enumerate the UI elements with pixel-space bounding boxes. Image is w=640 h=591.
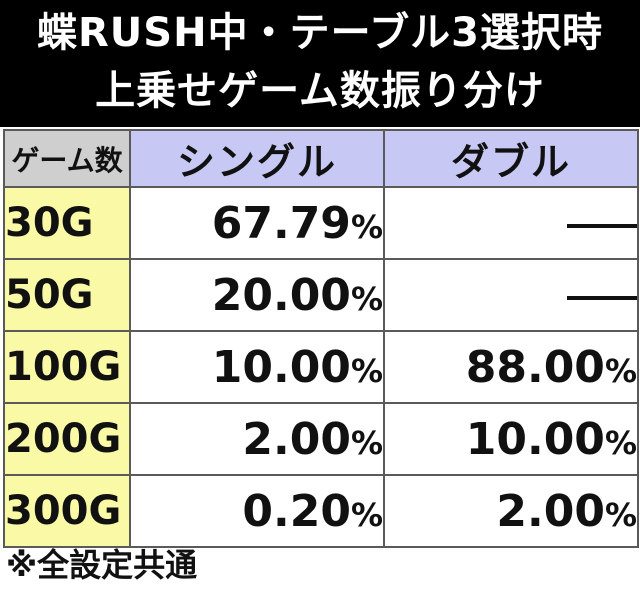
double-value-cell: 10.00%	[383, 402, 639, 476]
single-value-cell: 67.79%	[129, 186, 385, 260]
title-banner: 蝶RUSH中・テーブル3選択時 上乗せゲーム数振り分け	[0, 0, 640, 127]
table-row: 50G 20.00%	[3, 258, 639, 332]
header-single: シングル	[129, 129, 385, 188]
dash-mark	[567, 295, 637, 300]
single-value: 2.00	[242, 413, 351, 465]
percent-unit: %	[604, 495, 637, 534]
single-value: 67.79	[211, 197, 351, 249]
game-count-cell: 50G	[3, 258, 131, 332]
percent-unit: %	[350, 495, 383, 534]
percent-unit: %	[350, 207, 383, 246]
single-value-cell: 0.20%	[129, 474, 385, 548]
footnote: ※全設定共通	[6, 546, 198, 584]
percent-unit: %	[350, 423, 383, 462]
table-row: 300G 0.20% 2.00%	[3, 474, 639, 548]
double-value-cell	[383, 258, 639, 332]
title-line-2: 上乗せゲーム数振り分け	[95, 68, 545, 114]
table-row: 200G 2.00% 10.00%	[3, 402, 639, 476]
dash-mark	[567, 223, 637, 228]
header-double: ダブル	[383, 129, 639, 188]
single-value-cell: 2.00%	[129, 402, 385, 476]
double-value-cell: 2.00%	[383, 474, 639, 548]
table-header-row: ゲーム数 シングル ダブル	[3, 129, 639, 188]
game-count-cell: 30G	[3, 186, 131, 260]
game-count-cell: 300G	[3, 474, 131, 548]
percent-unit: %	[604, 423, 637, 462]
double-value-cell	[383, 186, 639, 260]
single-value: 10.00	[211, 341, 351, 393]
double-value: 88.00	[465, 341, 605, 393]
single-value: 20.00	[211, 269, 351, 321]
table-row: 100G 10.00% 88.00%	[3, 330, 639, 404]
double-value: 10.00	[465, 413, 605, 465]
double-value: 2.00	[496, 485, 605, 537]
double-value-cell: 88.00%	[383, 330, 639, 404]
header-game-count: ゲーム数	[3, 129, 131, 188]
single-value: 0.20	[242, 485, 351, 537]
single-value-cell: 20.00%	[129, 258, 385, 332]
distribution-table: ゲーム数 シングル ダブル 30G 67.79% 50G 20.00% 100G…	[3, 129, 639, 548]
table-row: 30G 67.79%	[3, 186, 639, 260]
percent-unit: %	[350, 351, 383, 390]
percent-unit: %	[604, 351, 637, 390]
title-line-1: 蝶RUSH中・テーブル3選択時	[37, 10, 603, 56]
game-count-cell: 200G	[3, 402, 131, 476]
percent-unit: %	[350, 279, 383, 318]
single-value-cell: 10.00%	[129, 330, 385, 404]
game-count-cell: 100G	[3, 330, 131, 404]
